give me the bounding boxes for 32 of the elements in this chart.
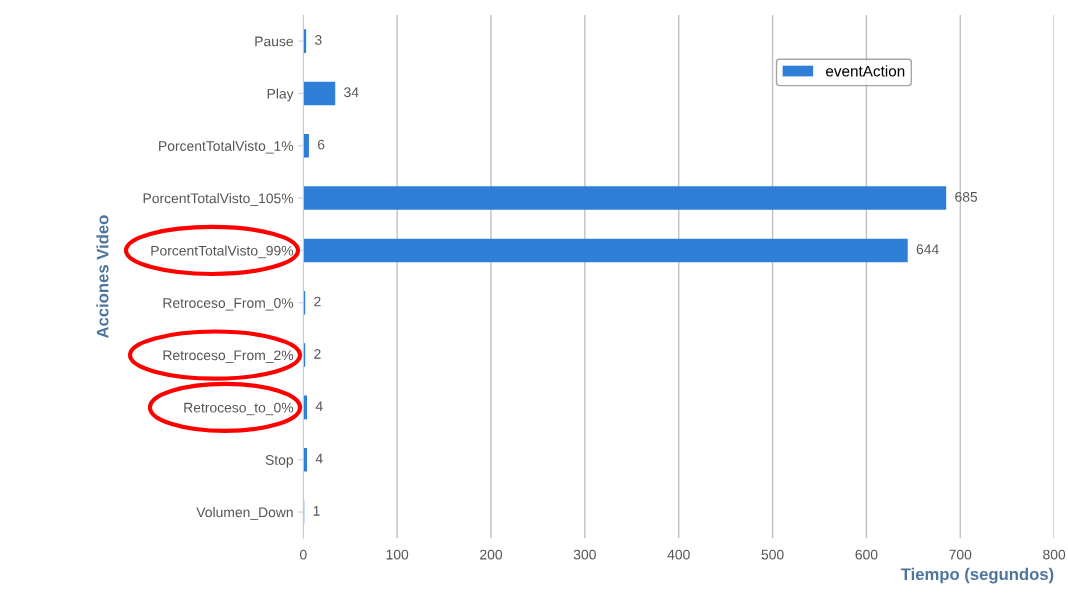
x-tick-label: 700 bbox=[949, 549, 972, 560]
y-tick-label: Stop bbox=[265, 455, 294, 468]
y-tick-label: Volumen_Down bbox=[196, 507, 293, 520]
y-axis-title: Acciones Video bbox=[96, 215, 109, 339]
data-label: 4 bbox=[315, 401, 323, 411]
x-tick-label: 100 bbox=[386, 549, 409, 560]
x-tick-label: 0 bbox=[299, 549, 307, 560]
y-tick-label: PorcentTotalVisto_1% bbox=[159, 140, 294, 154]
data-label: 1 bbox=[313, 506, 320, 516]
y-tick-label: PorcentTotalVisto_105% bbox=[143, 193, 294, 206]
x-tick-label: 500 bbox=[761, 549, 784, 560]
x-tick-label: 300 bbox=[573, 549, 596, 560]
data-label: 3 bbox=[314, 35, 322, 45]
data-label: 2 bbox=[314, 348, 321, 359]
x-axis-title: Tiempo (segundos) bbox=[900, 567, 1054, 584]
y-tick-label: Retroceso_From_0% bbox=[163, 298, 294, 311]
x-tick-label: 400 bbox=[667, 549, 690, 560]
x-tick-label: 200 bbox=[480, 549, 503, 560]
y-tick-label: Pause bbox=[255, 36, 293, 47]
data-label: 685 bbox=[955, 191, 978, 202]
legend-label: eventAction bbox=[826, 65, 905, 77]
x-tick-label: 800 bbox=[1043, 549, 1066, 560]
x-tick-label: 600 bbox=[855, 549, 878, 560]
data-label: 4 bbox=[315, 453, 323, 464]
y-tick-label: PorcentTotalVisto_99% bbox=[151, 245, 294, 259]
y-tick-label: Retroceso_From_2% bbox=[163, 350, 294, 363]
data-label: 2 bbox=[314, 296, 321, 307]
data-label: 644 bbox=[916, 244, 939, 255]
data-label: 6 bbox=[317, 139, 325, 150]
y-tick-label: Retroceso_to_0% bbox=[184, 402, 294, 416]
y-tick-label: Play bbox=[267, 88, 294, 102]
data-label: 34 bbox=[344, 87, 359, 98]
